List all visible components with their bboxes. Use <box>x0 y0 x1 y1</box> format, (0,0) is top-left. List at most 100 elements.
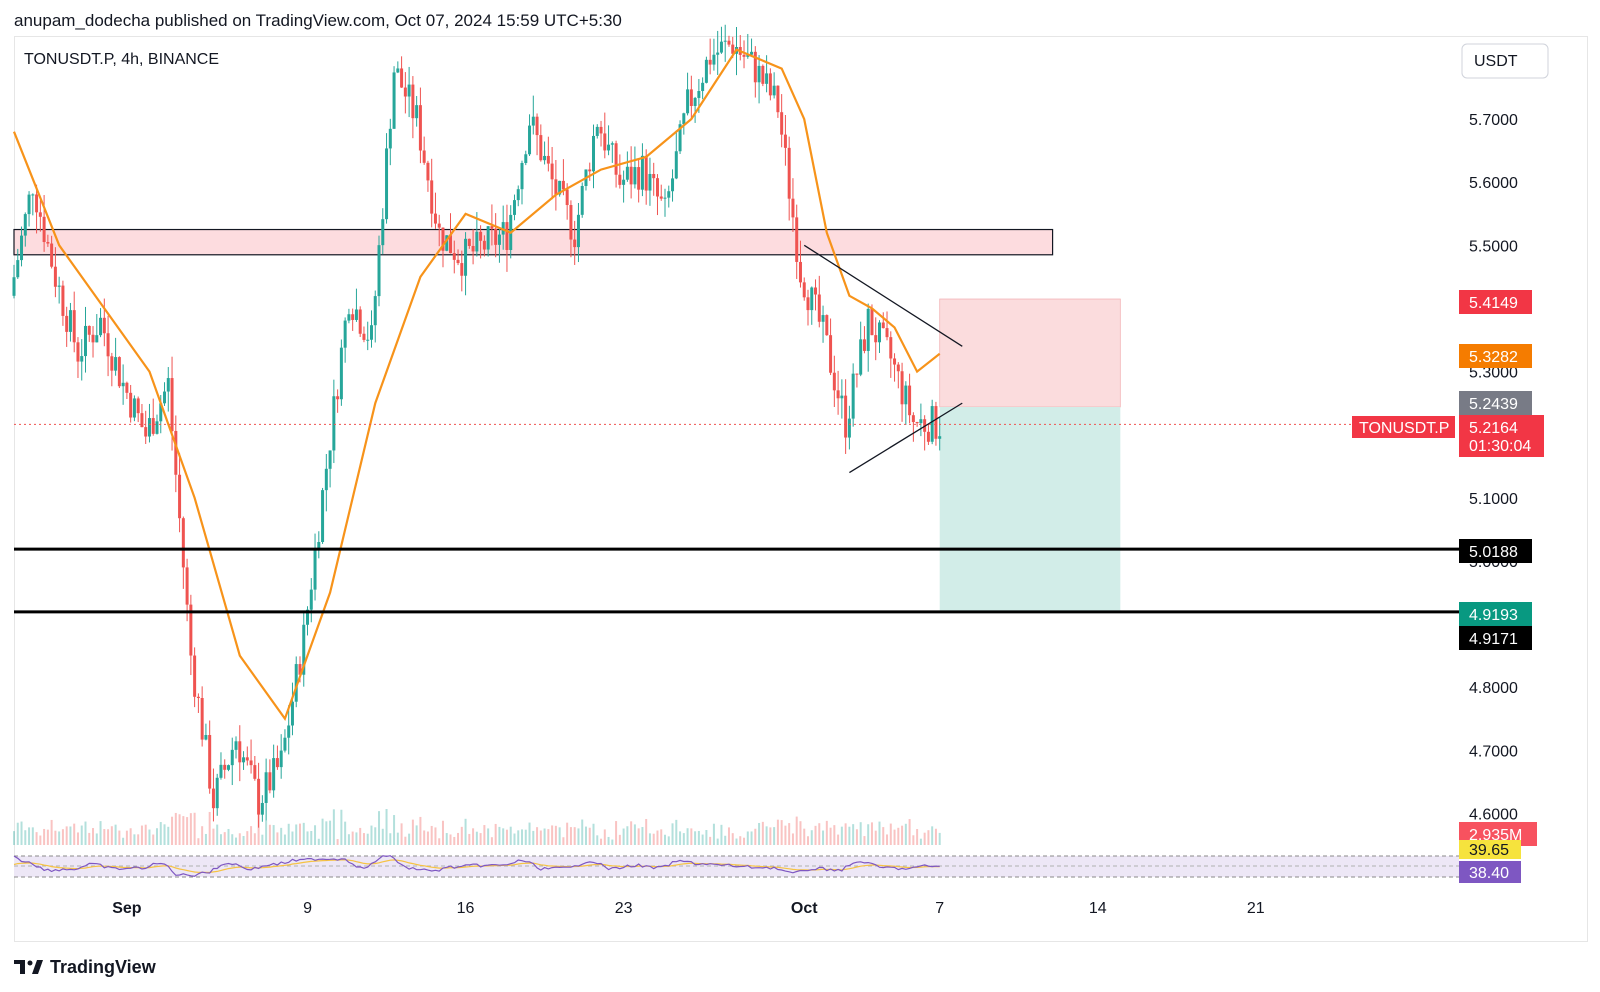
volume-bar <box>840 826 843 845</box>
candle-body <box>65 315 69 332</box>
candle-body <box>27 194 31 215</box>
symbol-legend: TONUSDT.P, 4h, BINANCE <box>24 51 219 68</box>
candle-body <box>230 749 234 766</box>
candle-body <box>802 282 806 298</box>
volume-bar <box>867 824 870 845</box>
volume-bar <box>31 827 34 845</box>
triangle-upper-line[interactable] <box>803 244 963 347</box>
entry-price-label: 5.2439 <box>1459 391 1532 415</box>
candle-body <box>317 541 321 549</box>
volume-bar <box>208 811 211 845</box>
volume-bar <box>381 828 384 845</box>
volume-bar <box>238 833 241 845</box>
volume-bar <box>250 826 253 845</box>
candle-body <box>810 287 814 311</box>
volume-bar <box>137 834 140 845</box>
candle-body <box>211 788 215 809</box>
volume-bar <box>720 824 723 845</box>
volume-bar <box>686 828 689 845</box>
candle-body <box>832 372 836 391</box>
candle-body <box>840 395 844 399</box>
volume-bar <box>355 832 358 845</box>
candle-body <box>400 68 404 88</box>
candle-body <box>490 226 494 229</box>
candle-body <box>780 112 784 135</box>
candle-body <box>260 802 264 815</box>
candle-body <box>911 415 915 423</box>
short-position-stop-area[interactable] <box>939 298 1121 408</box>
tradingview-logo-icon <box>14 959 43 974</box>
target-price-label: 4.9193 <box>1459 602 1532 626</box>
volume-bar <box>144 824 147 845</box>
candle-body <box>208 735 212 789</box>
volume-bar <box>712 823 715 845</box>
volume-bar <box>581 819 584 845</box>
candle-body <box>678 124 682 152</box>
symbol-price-tag: TONUSDT.P <box>1352 416 1455 438</box>
volume-bar <box>457 832 460 845</box>
candle-body <box>761 65 765 84</box>
volume-bar <box>265 820 268 845</box>
candle-body <box>908 385 912 416</box>
candle-body <box>753 51 757 83</box>
candle-body <box>42 216 46 243</box>
candle-body <box>377 245 381 297</box>
candle-body <box>934 406 938 439</box>
price-tick-2: 5.5000 <box>1469 238 1518 255</box>
time-axis[interactable]: Sep 9 16 23 Oct 7 14 21 <box>112 900 1265 917</box>
resistance-zone[interactable] <box>13 228 1054 256</box>
candle-body <box>324 468 328 491</box>
candle-body <box>121 382 125 387</box>
volume-bar <box>50 819 53 845</box>
volume-bar <box>415 825 418 845</box>
volume-bar <box>159 822 162 845</box>
candle-body <box>87 325 91 335</box>
candle-body <box>132 398 136 418</box>
candle-body <box>783 134 787 148</box>
time-tick-4: Oct <box>791 900 818 917</box>
volume-bar <box>329 820 332 845</box>
short-position-target-area[interactable] <box>939 406 1121 612</box>
volume-bar <box>505 829 508 845</box>
candle-body <box>215 777 219 809</box>
volume-bar <box>746 831 749 845</box>
candle-body <box>592 135 596 172</box>
candle-body <box>862 339 866 351</box>
volume-bar <box>475 831 478 845</box>
candle-body <box>332 396 336 451</box>
volume-bar <box>528 822 531 845</box>
volume-bar <box>765 826 768 845</box>
volume-bar <box>641 827 644 845</box>
candle-body <box>287 725 291 738</box>
volume-bar <box>731 833 734 845</box>
candle-body <box>275 758 279 768</box>
candle-body <box>817 294 821 322</box>
price-axis[interactable]: 5.70005.60005.50005.30005.10005.00004.80… <box>1469 112 1518 823</box>
candle-body <box>655 178 659 197</box>
volume-bar <box>24 830 27 845</box>
candle-body <box>204 735 208 740</box>
candle-body <box>479 231 483 241</box>
candle-body <box>328 450 332 469</box>
candle-body <box>336 396 340 400</box>
volume-bar <box>291 831 294 845</box>
candle-body <box>930 406 934 442</box>
volume-bar <box>43 828 46 845</box>
volume-bar <box>521 829 524 845</box>
volume-bar <box>682 833 685 845</box>
price-tick-1: 5.6000 <box>1469 175 1518 192</box>
candle-body <box>576 214 580 248</box>
candle-body <box>20 235 24 261</box>
volume-bar <box>171 816 174 845</box>
triangle-lower-line[interactable] <box>849 402 963 474</box>
candle-body <box>219 764 223 778</box>
volume-bar <box>588 827 591 845</box>
candle-body <box>456 259 460 264</box>
candle-body <box>264 772 268 803</box>
volume-bar <box>73 823 76 845</box>
currency-button[interactable] <box>1461 43 1549 79</box>
footer-brand: TradingView <box>14 957 156 978</box>
volume-bar <box>645 818 648 845</box>
volume-bar <box>276 832 279 845</box>
